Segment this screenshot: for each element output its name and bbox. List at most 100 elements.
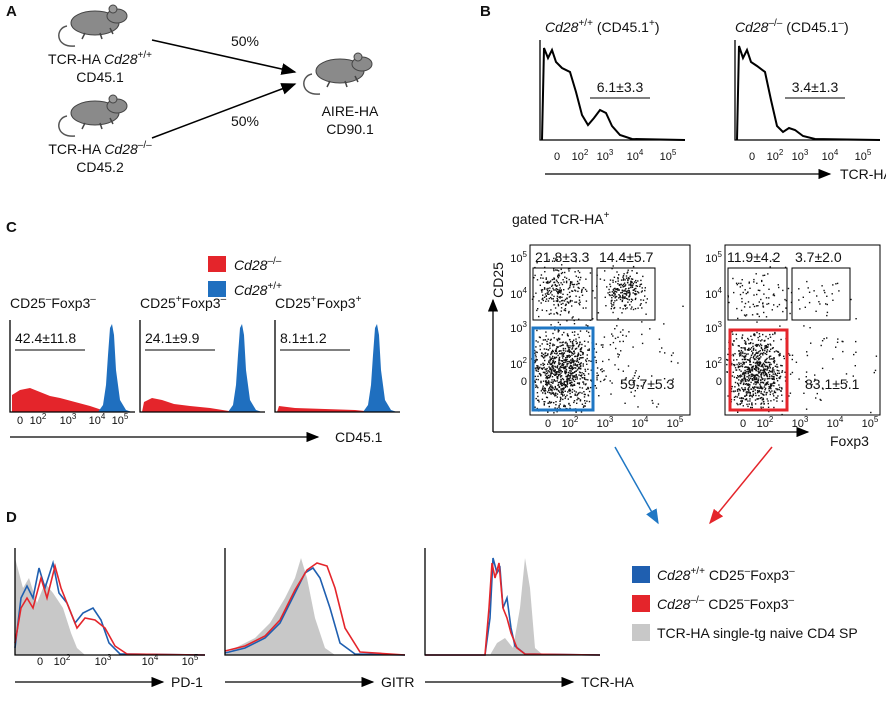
dot [578,282,580,285]
dot [746,383,748,385]
dot [581,387,584,389]
dot [551,390,553,392]
dot [771,375,773,377]
dot [556,285,558,287]
dot [821,340,824,342]
dot [622,276,624,278]
dot [756,282,758,284]
dot [768,288,770,290]
marker: CD25 [275,295,311,311]
dot [765,361,767,364]
dot [573,401,575,404]
dot [565,281,568,284]
dot [614,297,616,299]
dot [760,340,762,342]
dot [620,292,622,294]
dot [550,353,552,356]
dot [752,356,754,359]
dot [559,367,561,369]
dot [644,289,646,292]
tick-exp: 3 [72,412,77,421]
dot [577,276,580,279]
dot [592,290,594,292]
dot [632,265,635,268]
dot [574,331,576,333]
dot [751,396,754,398]
dot [561,334,563,336]
dot [548,392,551,394]
tick-base: 10 [142,656,154,668]
dot [805,376,807,378]
dot [560,272,563,275]
dot [554,373,557,375]
dot [763,368,765,370]
dot [749,342,752,345]
tick-base: 10 [562,418,574,430]
tick-base: 10 [510,289,522,301]
tick-exp: 4 [644,415,649,424]
dot [636,285,639,287]
tick-base: 10 [862,418,874,430]
dot [563,281,565,283]
dot [549,356,551,358]
dot [731,385,733,388]
dot [603,370,605,372]
dot [575,367,577,369]
dot [571,290,574,292]
tick-base: 10 [89,415,101,427]
dot [609,279,612,281]
tick-label: 104 [89,412,106,427]
dot [732,355,735,357]
dot [753,378,756,380]
dot [740,347,742,349]
dot [780,364,782,367]
dot [556,411,558,413]
dot [764,349,766,352]
dot [631,270,633,272]
histogram-area [228,324,262,412]
dot [770,400,772,402]
dot [619,331,622,333]
tick-label: 102 [757,415,774,430]
dot [571,352,574,354]
dot [542,339,545,341]
dot [539,366,541,369]
dot [749,400,751,402]
dot [622,278,625,280]
dot [624,308,627,310]
dot [770,387,772,390]
donor-label: TCR-HA Cd28–/– [48,140,152,157]
dot [826,314,828,317]
dot [616,288,618,291]
dot [736,363,738,366]
dot [565,357,567,359]
dot [739,286,741,288]
dot [588,390,591,393]
dot [773,377,775,379]
dot [641,287,643,289]
quadrant-value: 21.8±3.3 [535,249,590,265]
dot [543,348,546,350]
dot [773,359,775,361]
dot [632,292,634,294]
dot [562,341,564,343]
dot [558,390,560,392]
dot [556,300,559,303]
dot [583,391,585,393]
dot [624,285,626,287]
dot [766,369,768,371]
tick-base: 10 [510,323,522,335]
dot [551,388,553,391]
tick-label: 102 [572,148,589,163]
gate-value: 6.1±3.3 [597,79,644,95]
dot [585,278,587,280]
dot [550,389,552,391]
dot [558,337,560,340]
dot [535,292,537,294]
dot [624,296,626,298]
dot [553,388,555,391]
dot [579,386,581,389]
dot [575,355,577,357]
dot [767,371,770,374]
dot [570,365,573,367]
